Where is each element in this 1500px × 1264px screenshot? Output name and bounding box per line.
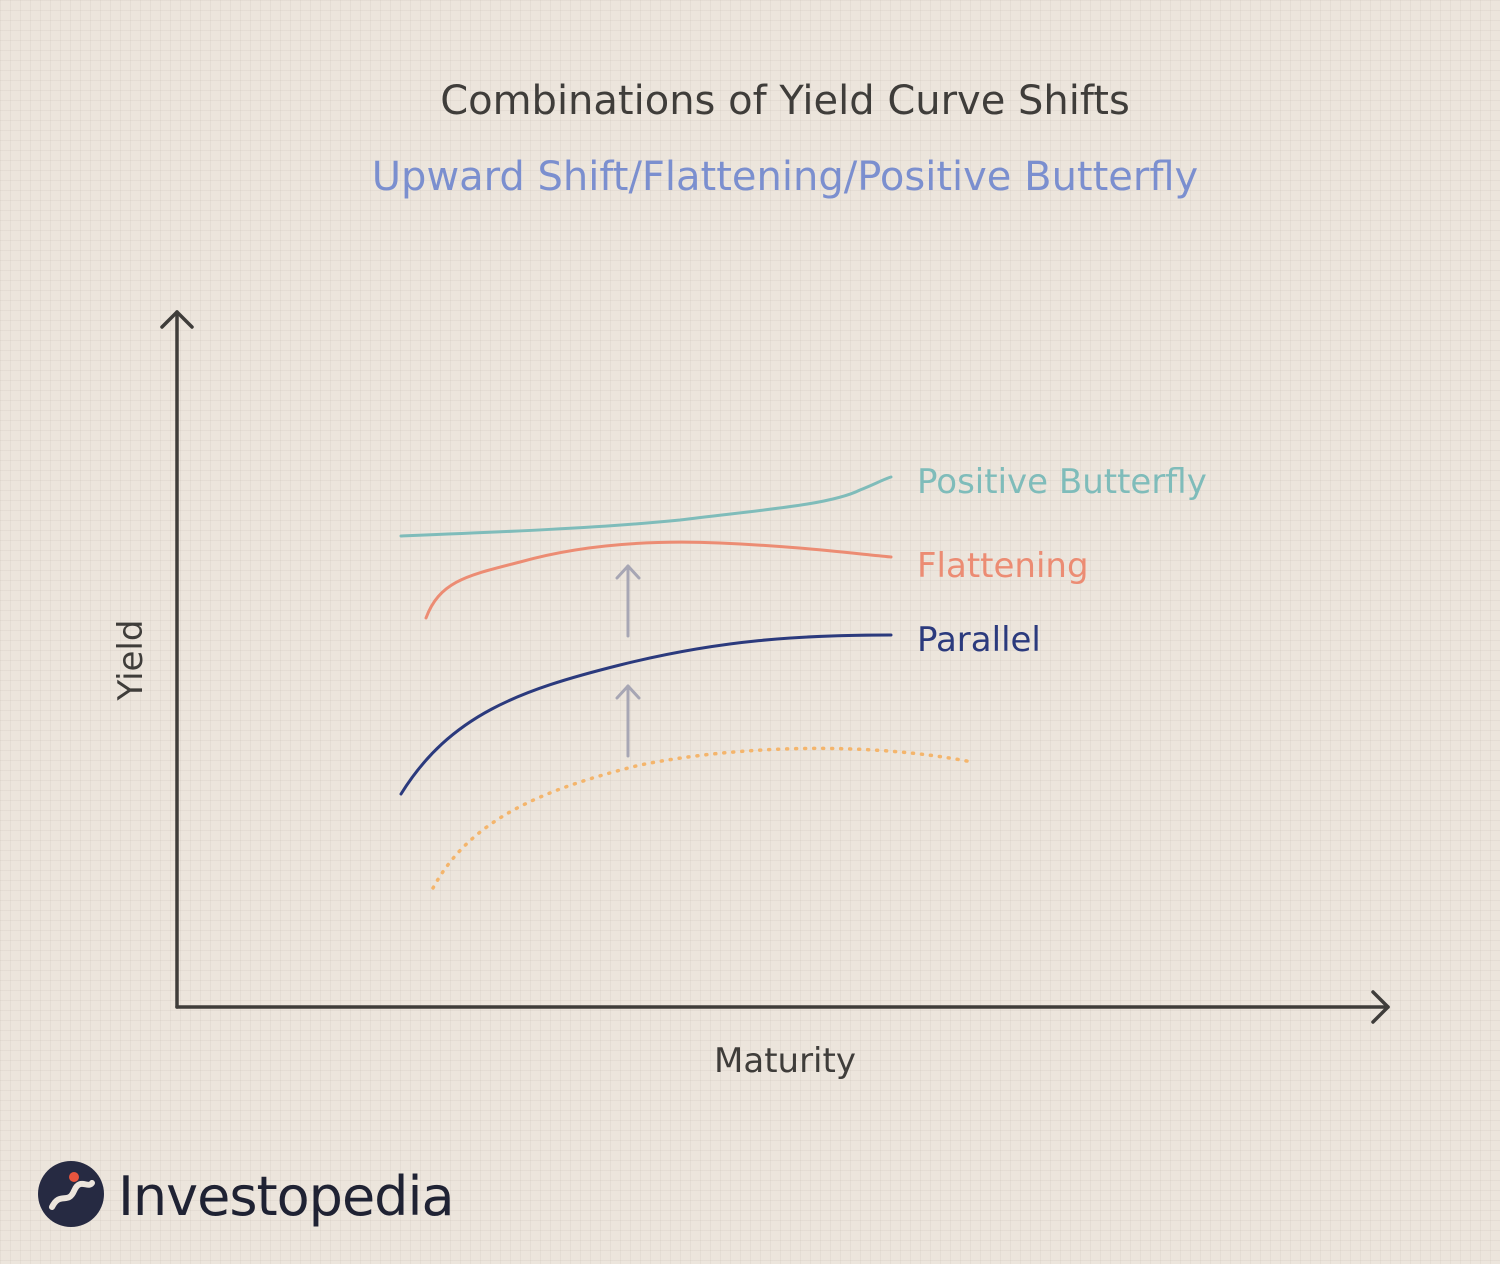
x-axis-arrowhead-icon — [1371, 990, 1390, 1024]
x-axis-label: Maturity — [714, 1041, 856, 1081]
y-axis-arrowhead-icon — [160, 310, 194, 329]
label-positive-butterfly: Positive Butterfly — [917, 462, 1207, 502]
y-axis-label: Yield — [111, 620, 151, 702]
investopedia-i-icon — [38, 1161, 104, 1231]
chart-subtitle: Upward Shift/Flattening/Positive Butterf… — [371, 154, 1199, 200]
shift-arrows — [615, 564, 641, 758]
axes — [160, 310, 1390, 1024]
positive-butterfly-curve — [399, 475, 893, 538]
label-flattening: Flattening — [917, 546, 1089, 586]
upward-shift-arrow-icon — [615, 564, 641, 638]
parallel-curve — [399, 633, 893, 796]
investopedia-logo[interactable]: Investopedia — [38, 1161, 455, 1231]
flattening-curve — [424, 540, 893, 620]
upward-shift-arrow-icon — [615, 684, 641, 758]
logo-wordmark: Investopedia — [118, 1164, 455, 1228]
chart-title: Combinations of Yield Curve Shifts — [440, 78, 1130, 124]
original-curve-dotted — [431, 746, 974, 890]
label-parallel: Parallel — [917, 620, 1041, 660]
